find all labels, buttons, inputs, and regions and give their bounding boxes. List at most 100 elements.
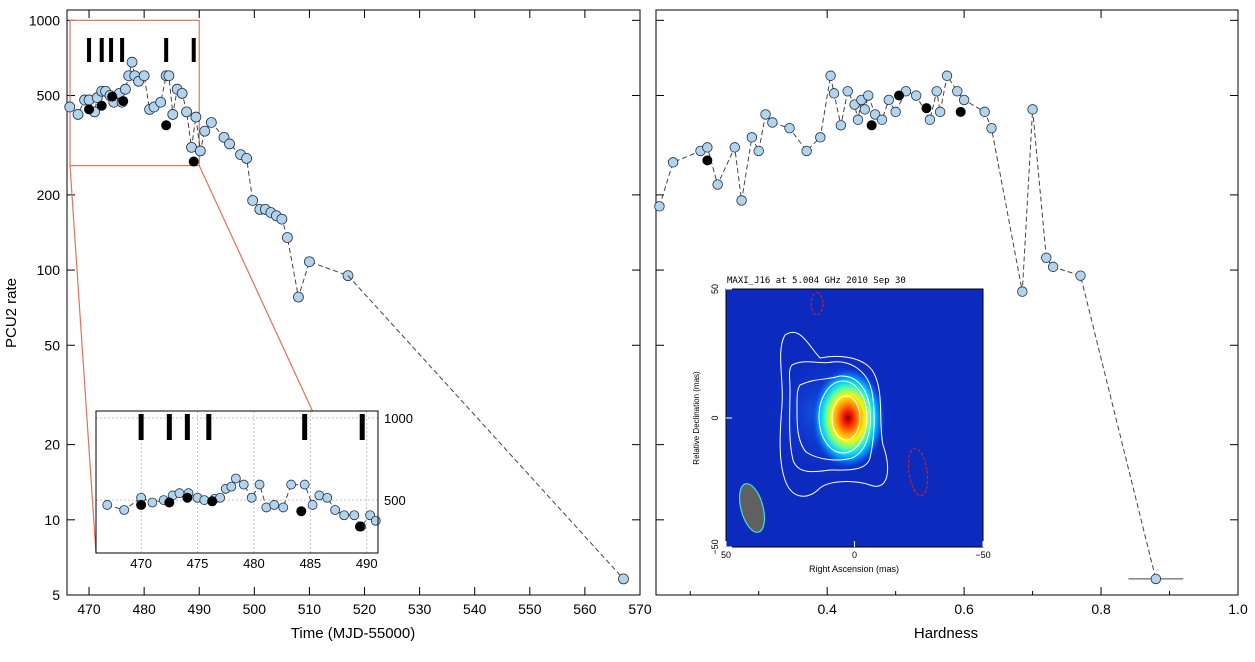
flare-point <box>866 120 877 131</box>
x-tick-label: 550 <box>518 601 542 617</box>
hardness-point <box>934 106 946 118</box>
flare-point <box>955 106 966 117</box>
radio-y-tick-label: 0 <box>710 415 720 420</box>
inset-x-tick-label: 470 <box>130 556 152 571</box>
hardness-point <box>760 109 771 120</box>
flare-point <box>161 120 172 131</box>
inset-x-tick-label: 480 <box>243 556 265 571</box>
hardness-point <box>1017 286 1028 297</box>
y-tick-label: 500 <box>37 88 61 104</box>
beam-ellipse <box>738 483 766 533</box>
hardness-data <box>654 70 1184 585</box>
hardness-point <box>924 114 936 125</box>
contour-2 <box>789 361 875 473</box>
y-tick-label: 100 <box>37 262 61 278</box>
hardness-x-tick-label: 0.4 <box>817 601 837 617</box>
radio-y-tick-label: 50 <box>710 284 720 294</box>
hardness-point <box>746 132 758 143</box>
inset-point <box>339 510 350 521</box>
x-tick-label: 520 <box>353 601 377 617</box>
flare-time-marker <box>359 414 365 440</box>
light-curve-point <box>276 213 288 225</box>
light-curve-point <box>163 70 175 82</box>
light-curve-point <box>304 256 315 268</box>
radio-x-tick-label: −50 <box>975 550 990 560</box>
light-curve-point <box>224 138 235 150</box>
flare-point <box>118 96 129 107</box>
radio-contours <box>779 332 889 497</box>
hardness-point <box>753 145 764 157</box>
light-curve-panel: PCU2 rate Time (MJD-55000) 5102050100200… <box>3 9 652 642</box>
inset-point <box>322 492 333 503</box>
hardness-point <box>863 90 874 101</box>
light-curve-point <box>618 573 629 585</box>
hardness-point <box>1027 104 1038 115</box>
inset-point <box>147 497 158 508</box>
light-curve-point <box>247 195 259 206</box>
hardness-frame <box>655 9 1239 596</box>
hardness-point <box>815 132 826 143</box>
light-curve-point <box>126 56 138 68</box>
light-curve-point <box>205 117 217 128</box>
light-curve-data <box>64 38 629 585</box>
radio-x-tick-label: 0 <box>852 550 857 560</box>
hardness-point <box>852 114 864 125</box>
hardness-point <box>736 195 747 206</box>
inset-point <box>238 479 249 490</box>
hardness-point <box>859 104 871 115</box>
hardness-point <box>825 70 836 81</box>
x-tick-label: 570 <box>628 601 652 617</box>
x-tick-label: 560 <box>573 601 597 617</box>
light-curve-point <box>194 145 206 157</box>
flare-point <box>84 104 95 115</box>
inset-point <box>370 515 381 526</box>
inset-point <box>254 479 265 490</box>
hardness-point <box>986 122 997 134</box>
inset-point <box>278 502 289 513</box>
light-curve-point <box>120 83 131 95</box>
light-curve-point <box>199 125 211 137</box>
x-tick-label: 480 <box>132 601 156 617</box>
hardness-point <box>941 70 953 81</box>
inset-y-tick-label: 1000 <box>384 411 413 426</box>
x-tick-label: 540 <box>463 601 487 617</box>
inset-point <box>349 510 360 521</box>
negative-contour-right <box>907 447 929 497</box>
hardness-point <box>1041 252 1052 263</box>
inset-point <box>119 505 130 515</box>
inset-point <box>102 500 113 510</box>
hardness-point <box>667 157 679 168</box>
light-curve-point <box>167 109 179 120</box>
inset-y-tick-label: 500 <box>384 493 406 508</box>
radio-y-label: Relative Declination (mas) <box>692 371 701 465</box>
hardness-point <box>702 142 713 153</box>
y-tick-label: 10 <box>44 512 60 528</box>
inset-data <box>102 414 381 532</box>
flare-point <box>107 91 118 102</box>
hardness-point <box>828 88 840 99</box>
flare-time-marker <box>302 414 308 440</box>
flare-point <box>702 155 713 166</box>
zoom-box <box>69 19 200 167</box>
flare-time-marker <box>164 38 169 62</box>
flare-point <box>96 100 107 111</box>
flare-time-marker <box>206 414 212 440</box>
radio-image-title: MAXI_J16 at 5.004 GHz 2010 Sep 30 <box>727 276 906 286</box>
y-tick-label: 5 <box>52 587 60 603</box>
flare-time-marker <box>99 38 104 62</box>
radio-y-tick-label: −50 <box>710 539 720 554</box>
x-tick-label: 470 <box>77 601 101 617</box>
hardness-point <box>952 86 963 97</box>
inset-point <box>330 505 341 515</box>
flare-time-marker <box>191 38 196 62</box>
y-tick-label: 200 <box>37 187 61 203</box>
y-tick-label: 1000 <box>29 12 60 28</box>
hardness-point <box>958 94 970 106</box>
hardness-point <box>1150 573 1162 585</box>
inset-point <box>230 473 241 484</box>
light-curve-point <box>190 111 202 123</box>
hardness-point <box>869 109 881 120</box>
flare-point <box>188 156 199 167</box>
